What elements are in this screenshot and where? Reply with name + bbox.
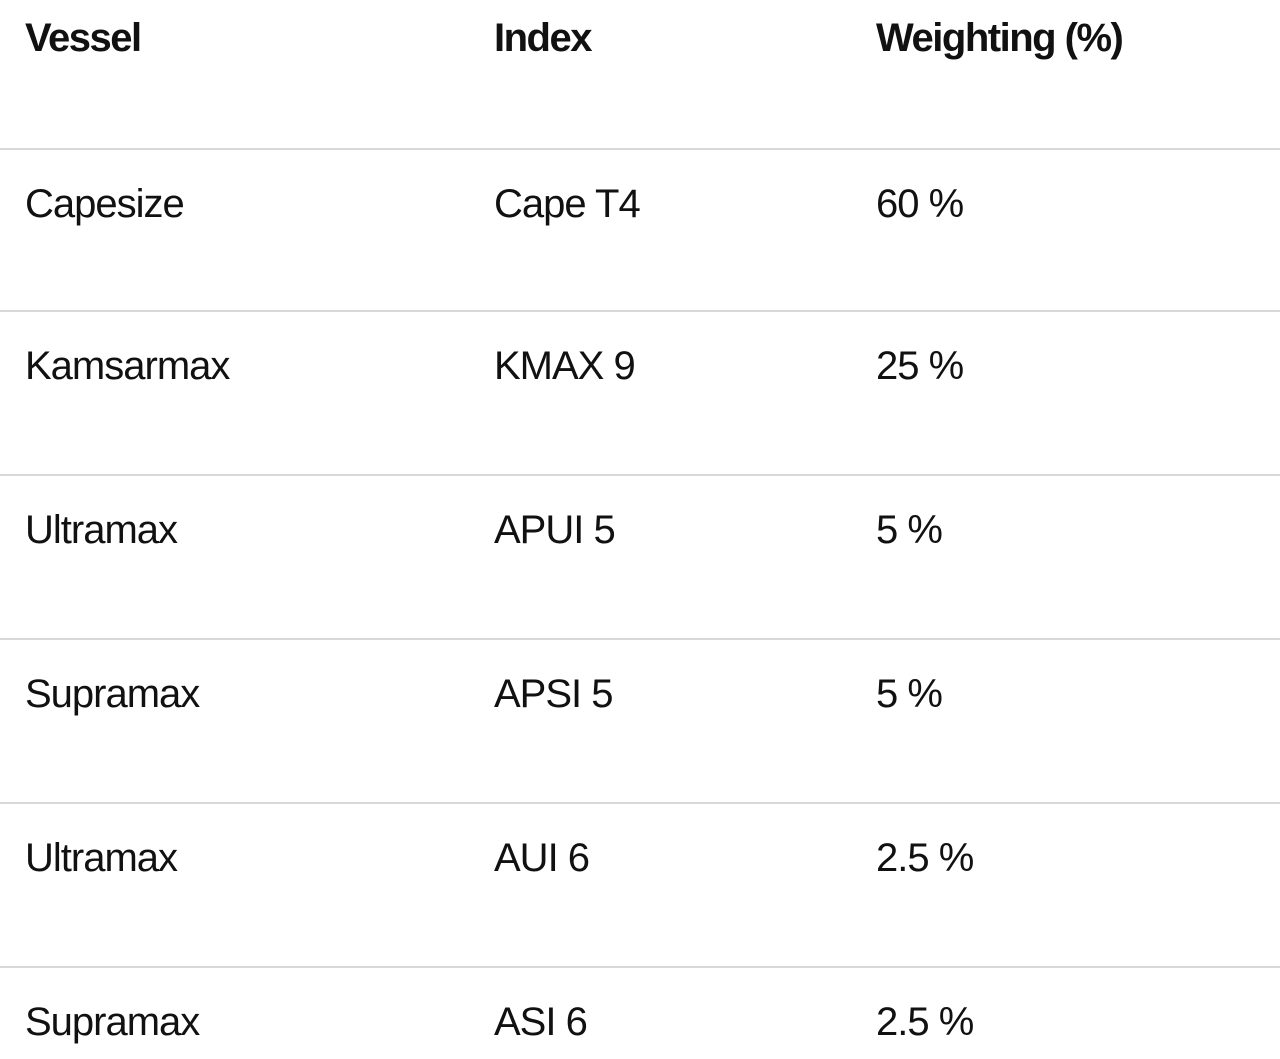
- header-index: Index: [494, 16, 592, 60]
- cell-vessel: Ultramax: [25, 836, 178, 880]
- cell-vessel: Supramax: [25, 1000, 200, 1044]
- cell-index: Cape T4: [494, 182, 641, 226]
- cell-weighting: 5 %: [876, 672, 943, 716]
- cell-index: APSI 5: [494, 672, 614, 716]
- cell-weighting: 25 %: [876, 344, 964, 388]
- cell-vessel: Capesize: [25, 182, 185, 226]
- cell-weighting: 2.5 %: [876, 836, 974, 880]
- table-row: Capesize Cape T4 60 %: [0, 148, 1280, 314]
- cell-vessel: Kamsarmax: [25, 344, 230, 388]
- cell-weighting: 60 %: [876, 182, 964, 226]
- header-vessel: Vessel: [25, 16, 142, 60]
- cell-index: APUI 5: [494, 508, 616, 552]
- cell-index: KMAX 9: [494, 344, 636, 388]
- table-row: Ultramax APUI 5 5 %: [0, 474, 1280, 640]
- cell-weighting: 5 %: [876, 508, 943, 552]
- table-row: Ultramax AUI 6 2.5 %: [0, 802, 1280, 968]
- table-header-row: Vessel Index Weighting (%): [0, 0, 1280, 148]
- header-weighting: Weighting (%): [876, 16, 1124, 60]
- cell-index: ASI 6: [494, 1000, 588, 1044]
- table-row: Supramax APSI 5 5 %: [0, 638, 1280, 804]
- cell-index: AUI 6: [494, 836, 590, 880]
- table-row: Supramax ASI 6 2.5 %: [0, 966, 1280, 1059]
- cell-vessel: Supramax: [25, 672, 200, 716]
- table-row: Kamsarmax KMAX 9 25 %: [0, 310, 1280, 476]
- cell-vessel: Ultramax: [25, 508, 178, 552]
- cell-weighting: 2.5 %: [876, 1000, 974, 1044]
